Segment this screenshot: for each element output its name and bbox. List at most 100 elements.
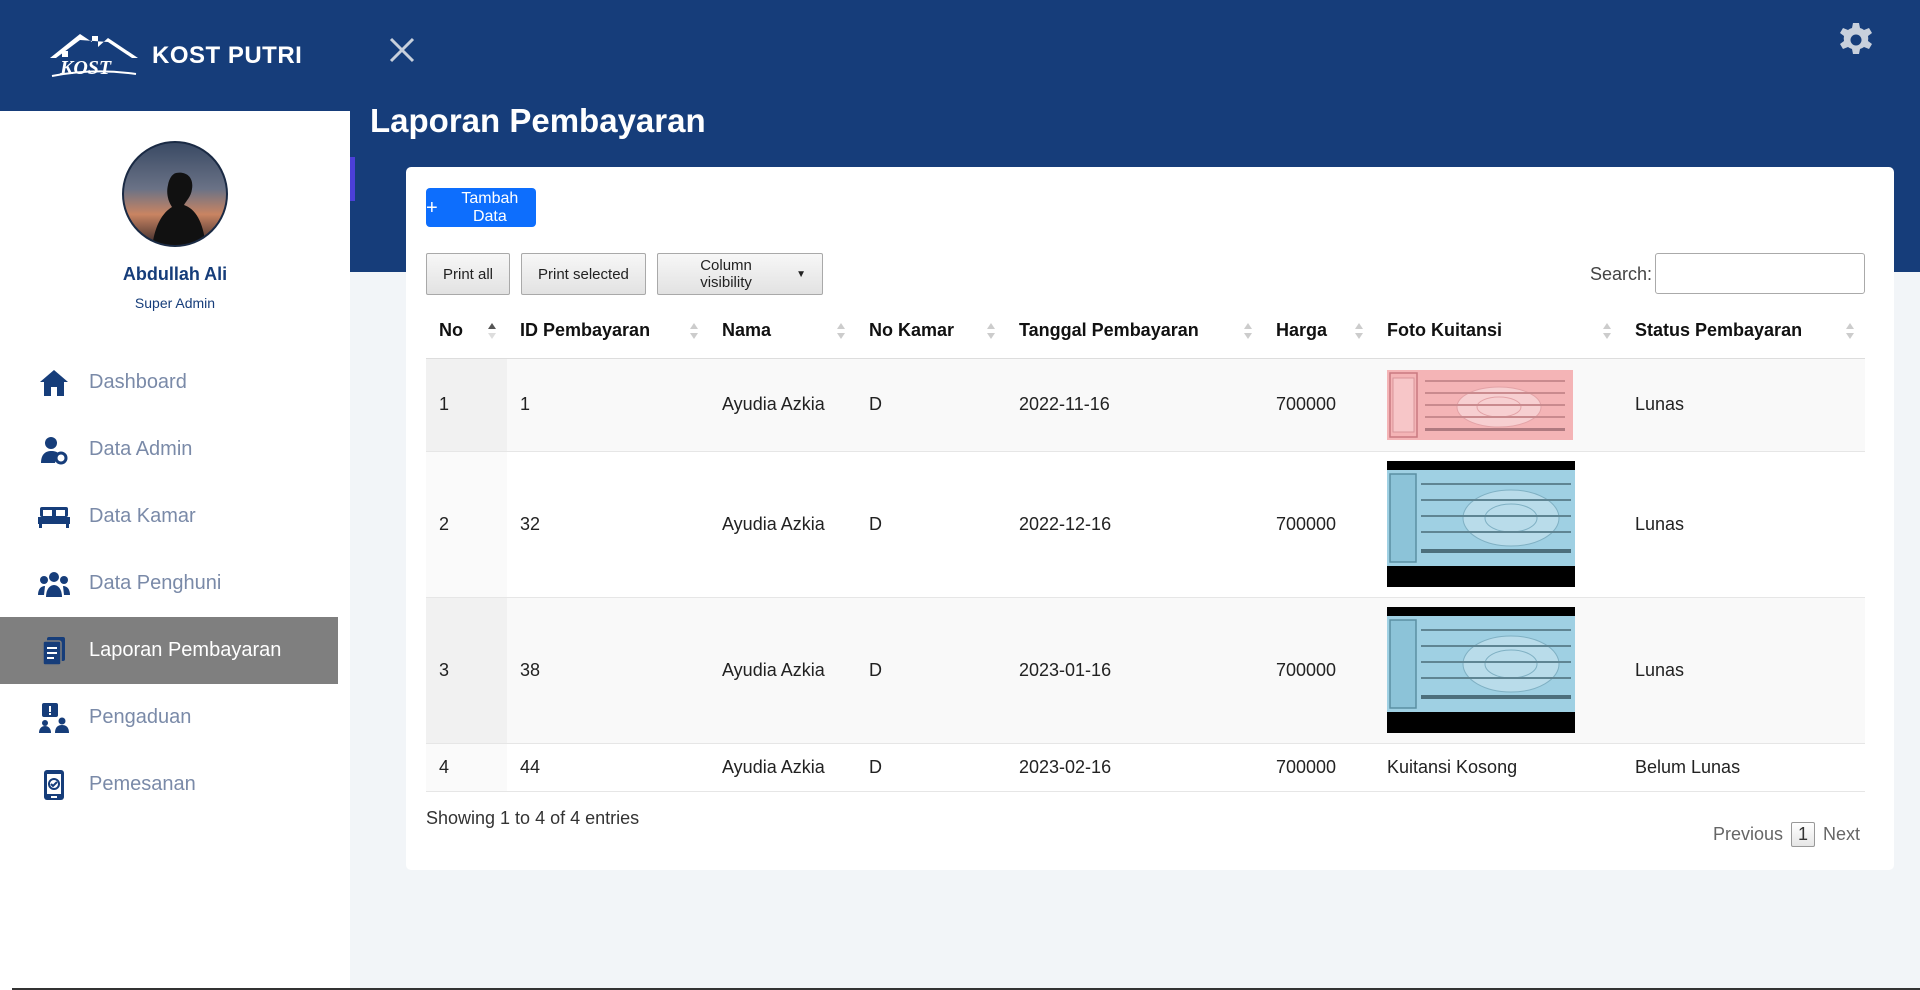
sidebar-menu: Dashboard Data Admin Data Kamar Data Pen…	[0, 349, 338, 818]
phone-order-icon	[38, 769, 70, 801]
column-header-harga[interactable]: Harga	[1263, 304, 1374, 359]
cell-nama: Ayudia Azkia	[709, 451, 856, 598]
dropdown-arrow-icon: ▼	[796, 268, 806, 280]
cell-nama: Ayudia Azkia	[709, 743, 856, 792]
sidebar-item-data-kamar[interactable]: Data Kamar	[0, 483, 338, 550]
print-all-button[interactable]: Print all	[426, 253, 511, 295]
previous-button[interactable]: Previous	[1712, 824, 1783, 844]
home-icon	[38, 367, 70, 399]
sort-icon	[1355, 323, 1363, 339]
sidebar: KOST KOST PUTRI Abdullah Ali Super Admin…	[0, 0, 350, 990]
cell-tanggal: 2023-02-16	[1006, 743, 1263, 792]
cell-harga: 700000	[1263, 358, 1374, 452]
table-row[interactable]: 2 32 Ayudia Azkia D 2022-12-16 700000	[426, 451, 1865, 598]
cell-harga: 700000	[1263, 597, 1374, 744]
kost-logo: KOST	[50, 33, 138, 79]
close-icon[interactable]	[388, 36, 416, 64]
sidebar-item-label: Pemesanan	[89, 773, 196, 795]
cell-nama: Ayudia Azkia	[709, 597, 856, 744]
alert-user-icon	[38, 702, 70, 734]
profile-name: Abdullah Ali	[122, 264, 228, 284]
sort-icon	[987, 323, 995, 339]
sidebar-item-label: Laporan Pembayaran	[89, 639, 282, 661]
accent-bar	[350, 157, 355, 201]
table-row[interactable]: 3 38 Ayudia Azkia D 2023-01-16 700000	[426, 597, 1865, 744]
receipt-image[interactable]	[1387, 369, 1573, 440]
column-header-tanggal-pembayaran[interactable]: Tanggal Pembayaran	[1006, 304, 1263, 359]
cell-id: 38	[507, 597, 709, 744]
cell-id: 44	[507, 743, 709, 792]
profile-role: Super Admin	[134, 295, 216, 311]
cell-no: 3	[426, 597, 507, 744]
column-header-no-kamar[interactable]: No Kamar	[856, 304, 1006, 359]
payments-table: No ID Pembayaran Nama No Kamar Tanggal P…	[426, 304, 1865, 792]
users-icon	[38, 568, 70, 600]
column-header-id-pembayaran[interactable]: ID Pembayaran	[507, 304, 709, 359]
user-gear-icon	[38, 434, 70, 466]
sort-icon	[837, 323, 845, 339]
page-button-1[interactable]: 1	[1790, 822, 1815, 847]
sidebar-item-laporan-pembayaran[interactable]: Laporan Pembayaran	[0, 617, 338, 684]
receipt-image[interactable]	[1387, 607, 1575, 733]
search-input[interactable]	[1655, 253, 1865, 294]
cell-kamar: D	[856, 451, 1006, 598]
cell-id: 32	[507, 451, 709, 598]
cell-tanggal: 2023-01-16	[1006, 597, 1263, 744]
cell-foto: Kuitansi Kosong	[1374, 743, 1622, 792]
sort-asc-icon	[488, 323, 496, 339]
cell-no: 2	[426, 451, 507, 598]
sidebar-item-label: Pengaduan	[89, 706, 192, 728]
table-row[interactable]: 4 44 Ayudia Azkia D 2023-02-16 700000 Ku…	[426, 743, 1865, 792]
gear-icon[interactable]	[1838, 22, 1874, 58]
cell-no: 4	[426, 743, 507, 792]
search-label: Search:	[1589, 264, 1652, 284]
page-title: Laporan Pembayaran	[370, 102, 706, 139]
table-row[interactable]: 1 1 Ayudia Azkia D 2022-11-16 700000	[426, 358, 1865, 452]
column-header-status-pembayaran[interactable]: Status Pembayaran	[1622, 304, 1865, 359]
sidebar-item-dashboard[interactable]: Dashboard	[0, 349, 338, 416]
sidebar-item-pemesanan[interactable]: Pemesanan	[0, 751, 338, 818]
bottom-divider	[12, 988, 1920, 990]
cell-status: Lunas	[1622, 358, 1865, 452]
cell-harga: 700000	[1263, 451, 1374, 598]
avatar[interactable]	[122, 141, 228, 247]
bed-icon	[38, 501, 70, 533]
silhouette-image	[152, 172, 206, 245]
cell-status: Belum Lunas	[1622, 743, 1865, 792]
table-header-row: No ID Pembayaran Nama No Kamar Tanggal P…	[426, 304, 1865, 359]
receipt-image[interactable]	[1387, 461, 1575, 587]
cell-foto	[1374, 597, 1622, 744]
brand-name: KOST PUTRI	[152, 41, 303, 69]
profile: Abdullah Ali Super Admin	[0, 111, 350, 311]
print-selected-button[interactable]: Print selected	[521, 253, 646, 295]
sidebar-item-label: Dashboard	[89, 371, 187, 393]
next-button[interactable]: Next	[1822, 824, 1860, 844]
sort-icon	[1846, 323, 1854, 339]
cell-status: Lunas	[1622, 597, 1865, 744]
cell-no: 1	[426, 358, 507, 452]
cell-id: 1	[507, 358, 709, 452]
sidebar-item-label: Data Penghuni	[89, 572, 222, 594]
brand: KOST KOST PUTRI	[0, 0, 350, 111]
cell-kamar: D	[856, 743, 1006, 792]
column-header-foto-kuitansi[interactable]: Foto Kuitansi	[1374, 304, 1622, 359]
sort-icon	[1603, 323, 1611, 339]
add-data-label: Tambah Data	[461, 189, 519, 225]
column-visibility-label: Column visibility	[700, 257, 752, 291]
sort-icon	[690, 323, 698, 339]
cell-harga: 700000	[1263, 743, 1374, 792]
sidebar-item-data-penghuni[interactable]: Data Penghuni	[0, 550, 338, 617]
sidebar-item-data-admin[interactable]: Data Admin	[0, 416, 338, 483]
plus-icon: +	[426, 196, 438, 219]
column-visibility-button[interactable]: Column visibility ▼	[657, 253, 823, 295]
sidebar-item-pengaduan[interactable]: Pengaduan	[0, 684, 338, 751]
column-header-no[interactable]: No	[426, 304, 507, 359]
table-info: Showing 1 to 4 of 4 entries	[426, 808, 640, 828]
cell-nama: Ayudia Azkia	[709, 358, 856, 452]
cell-tanggal: 2022-12-16	[1006, 451, 1263, 598]
sort-icon	[1244, 323, 1252, 339]
column-header-nama[interactable]: Nama	[709, 304, 856, 359]
cell-foto	[1374, 451, 1622, 598]
add-data-button[interactable]: + Tambah Data	[426, 188, 536, 227]
cell-foto	[1374, 358, 1622, 452]
